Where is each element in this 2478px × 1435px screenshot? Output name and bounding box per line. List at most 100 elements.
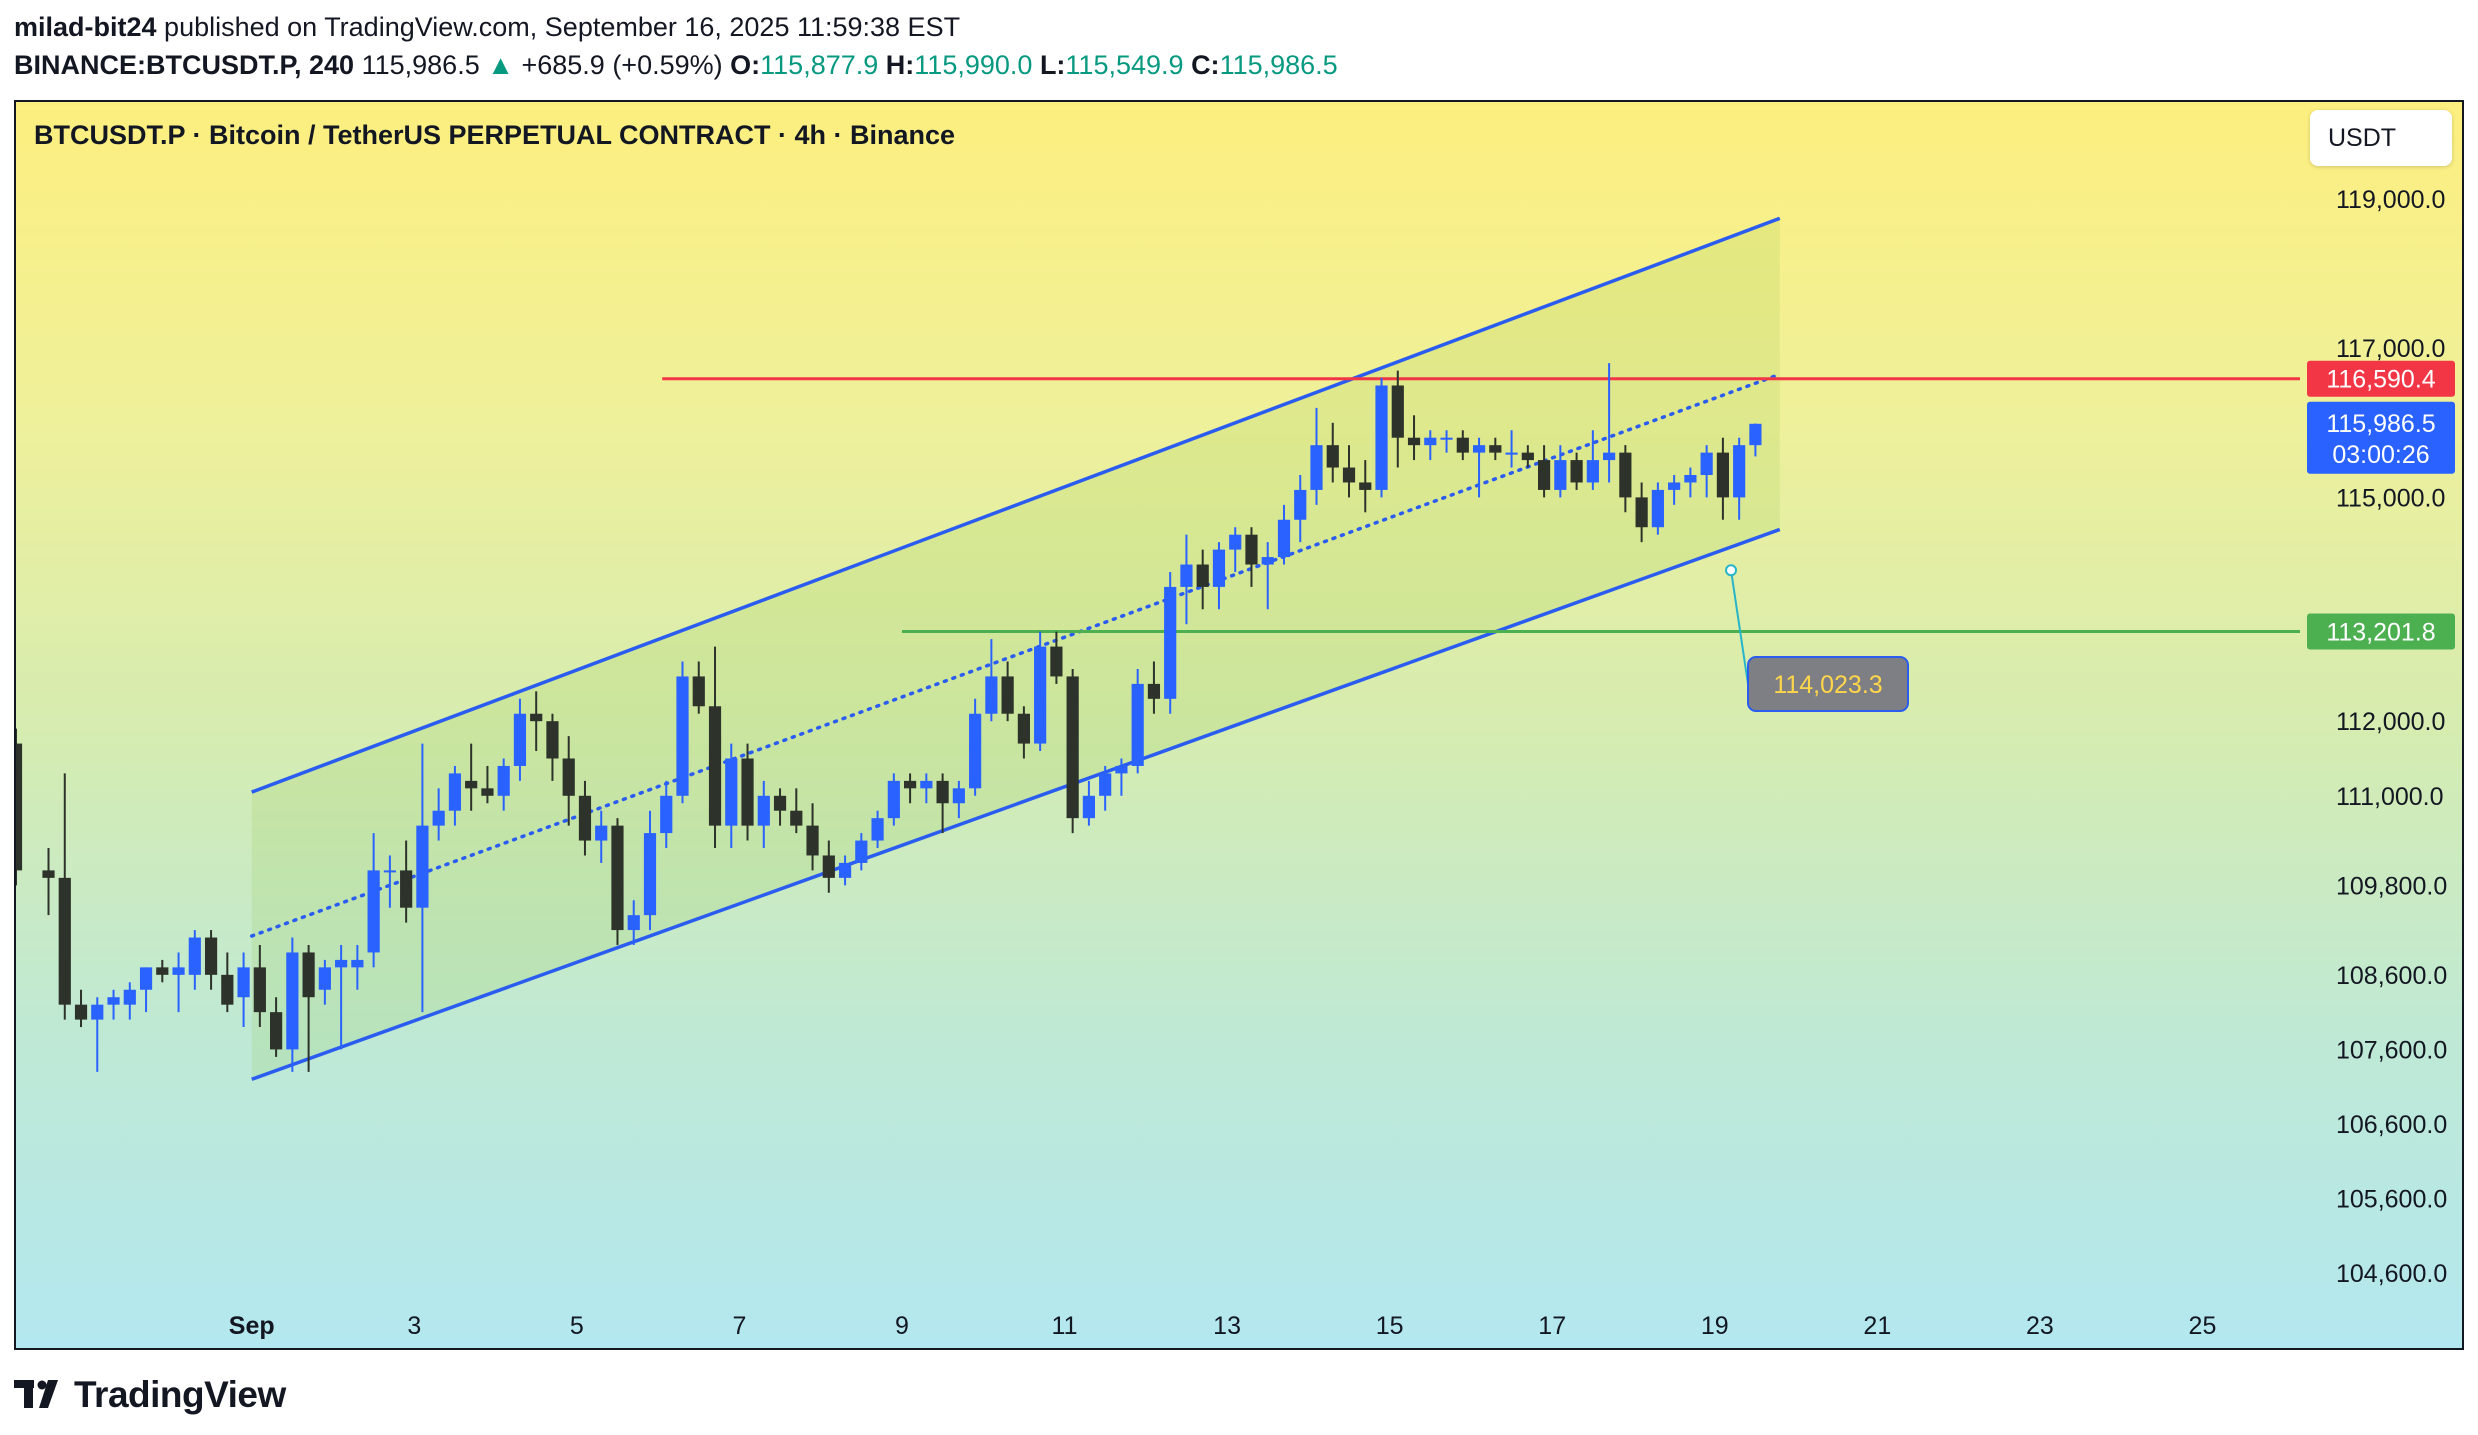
- resistance-price-label: 116,590.4: [2326, 366, 2435, 394]
- published-text: published on TradingView.com, September …: [164, 12, 961, 42]
- open-value: 115,877.9: [760, 50, 879, 80]
- tradingview-wordmark: TradingView: [74, 1374, 286, 1415]
- candle-body: [1294, 489, 1307, 520]
- candle-body: [481, 788, 494, 796]
- candle-body: [676, 676, 689, 796]
- candle: [1359, 460, 1372, 513]
- price-callout[interactable]: 114,023.3: [1725, 564, 1909, 712]
- price-tick-label: 104,600.0: [2336, 1260, 2447, 1288]
- horizontal-levels[interactable]: [662, 377, 2300, 634]
- candle-body: [1700, 452, 1713, 476]
- candle: [1668, 475, 1681, 505]
- candle: [627, 900, 640, 945]
- candle-body: [1017, 713, 1030, 744]
- time-axis[interactable]: Sep 3 5 7 9 11 13 15 17 19 21 23 25: [229, 1312, 2217, 1340]
- candle: [1229, 527, 1242, 572]
- candle: [1603, 363, 1616, 483]
- candle-body: [1456, 437, 1469, 453]
- candle-body: [123, 989, 136, 1005]
- candle: [42, 848, 55, 916]
- candle: [107, 989, 120, 1020]
- candle: [1489, 437, 1502, 461]
- candle: [383, 855, 396, 908]
- candle: [1147, 661, 1161, 714]
- author-name[interactable]: milad-bit24: [14, 12, 157, 42]
- candle-body: [1749, 423, 1762, 446]
- candle-body: [1050, 646, 1063, 677]
- candle: [773, 788, 787, 826]
- candle: [156, 959, 169, 983]
- candle-body: [1570, 460, 1583, 483]
- candle: [367, 833, 380, 968]
- candle-body: [448, 773, 462, 811]
- candle-body: [595, 825, 608, 841]
- candle: [139, 967, 153, 1013]
- tradingview-logo[interactable]: TradingView: [14, 1370, 286, 1420]
- candle: [74, 989, 88, 1028]
- currency-button[interactable]: USDT: [2310, 110, 2452, 166]
- candle: [1472, 437, 1486, 498]
- candle-body: [1554, 460, 1567, 490]
- candle-body: [822, 855, 835, 878]
- time-tick-label: 9: [895, 1312, 909, 1340]
- price-tick-label: 107,600.0: [2336, 1036, 2447, 1064]
- candle-body: [1212, 549, 1226, 587]
- candle: [270, 997, 283, 1057]
- candle: [188, 930, 201, 990]
- candle-body: [1424, 437, 1437, 446]
- candle-body: [643, 833, 657, 916]
- time-tick-label: 25: [2189, 1312, 2217, 1340]
- candle: [481, 765, 494, 804]
- symbol-interval: BINANCE:BTCUSDT.P, 240: [14, 50, 355, 80]
- candle: [838, 855, 852, 886]
- candle-body: [546, 721, 559, 759]
- candle-body: [302, 952, 315, 998]
- candle-body: [1586, 460, 1599, 483]
- price-axis[interactable]: 119,000.0 117,000.0 115,000.0 112,000.0 111,…: [2300, 102, 2462, 1318]
- time-tick-label: 17: [1538, 1312, 1566, 1340]
- candle: [497, 758, 510, 811]
- close-value: 115,986.5: [1219, 50, 1338, 80]
- candle: [920, 773, 933, 804]
- time-tick-label: 15: [1376, 1312, 1404, 1340]
- candle: [692, 661, 705, 714]
- callout-anchor-dot[interactable]: [1725, 564, 1738, 577]
- resistance-price-tag[interactable]: [2307, 360, 2455, 397]
- candle: [432, 788, 445, 841]
- candle: [1537, 445, 1551, 498]
- channel-lower-line[interactable]: [251, 527, 1781, 1081]
- candlestick-series: [16, 363, 1762, 1072]
- candle: [1684, 467, 1697, 498]
- chart-canvas[interactable]: 114,023.3 119,000.0117,000.0115,000.0112…: [16, 102, 2462, 1348]
- candle: [546, 713, 559, 781]
- candle: [1066, 668, 1079, 834]
- price-tick-label: 105,600.0: [2336, 1186, 2447, 1214]
- support-price-tag[interactable]: [2307, 613, 2455, 650]
- chart-symbol-title: BTCUSDT.P · Bitcoin / TetherUS PERPETUAL…: [34, 120, 956, 150]
- last-price-tag[interactable]: [2307, 401, 2455, 474]
- callout-box[interactable]: [1747, 656, 1909, 712]
- price-tick-label: 119,000.0: [2336, 186, 2445, 214]
- candle-body: [1359, 482, 1372, 490]
- channel-upper-line[interactable]: [251, 216, 1781, 794]
- candle-body: [1099, 773, 1112, 796]
- candle-body: [1326, 445, 1339, 468]
- close-label: C:: [1191, 50, 1220, 80]
- candle: [1586, 430, 1599, 490]
- candle-body: [1407, 437, 1421, 446]
- candle-body: [936, 780, 949, 804]
- candle: [1716, 437, 1729, 520]
- candle-body: [1131, 683, 1144, 766]
- channel-mid-line[interactable]: [249, 372, 1782, 938]
- candle: [400, 840, 413, 923]
- parallel-channel[interactable]: [249, 216, 1782, 1081]
- time-tick-label: 7: [732, 1312, 746, 1340]
- candle-body: [1082, 795, 1096, 819]
- candle: [1131, 668, 1144, 774]
- candle-body: [887, 780, 900, 819]
- candle-body: [42, 870, 55, 878]
- candle-body: [1651, 489, 1664, 528]
- time-tick-label: 19: [1701, 1312, 1729, 1340]
- chart-pane[interactable]: 114,023.3 119,000.0 117,000.0 115,000.0 112…: [14, 100, 2464, 1350]
- candle-body: [74, 1004, 88, 1020]
